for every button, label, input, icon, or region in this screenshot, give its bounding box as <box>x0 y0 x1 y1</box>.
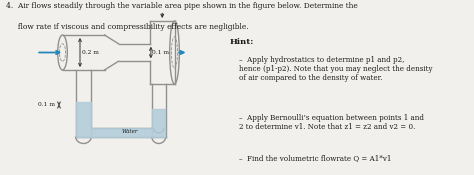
Text: Hint:: Hint: <box>230 38 254 47</box>
Text: 0.1 m: 0.1 m <box>38 103 55 107</box>
Text: –  Find the volumetric flowrate Q = A1*v1: – Find the volumetric flowrate Q = A1*v1 <box>239 154 392 162</box>
Text: 0.1 m: 0.1 m <box>152 50 169 55</box>
Text: 0.2 m: 0.2 m <box>82 50 99 55</box>
Text: flow rate if viscous and compressibility effects are negligible.: flow rate if viscous and compressibility… <box>6 23 248 31</box>
Text: 4.  Air flows steadily through the variable area pipe shown in the figure below.: 4. Air flows steadily through the variab… <box>6 2 357 10</box>
Text: Water: Water <box>122 129 138 134</box>
Text: –  Apply hydrostatics to determine p1 and p2,
hence (p1-p2). Note that you may n: – Apply hydrostatics to determine p1 and… <box>239 56 433 82</box>
Text: –  Apply Bernoulli’s equation between points 1 and
2 to determine v1. Note that : – Apply Bernoulli’s equation between poi… <box>239 114 424 131</box>
